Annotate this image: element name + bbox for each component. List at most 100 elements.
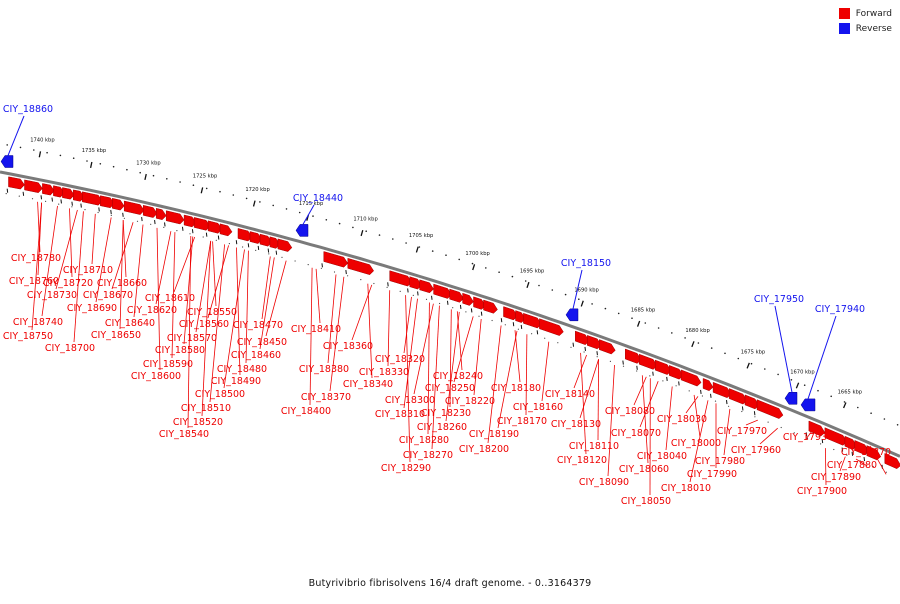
- track-dot: [373, 283, 374, 284]
- forward-gene-label: CIY_18740: [13, 317, 63, 328]
- forward-gene-label: CIY_18220: [445, 396, 495, 407]
- forward-gene-leader: [414, 304, 433, 394]
- forward-gene-label: CIY_18450: [237, 337, 287, 348]
- forward-gene-label: CIY_18600: [131, 371, 181, 382]
- track-dot: [645, 322, 647, 324]
- axis-tick-label: 1740 kbp: [30, 138, 55, 144]
- axis-tick: [747, 363, 749, 369]
- track-dot: [360, 279, 361, 280]
- track-dot: [584, 351, 585, 352]
- reverse-gene-leader: [8, 116, 24, 156]
- reverse-gene: CIY_18860: [1, 104, 53, 168]
- track-dot: [33, 149, 35, 151]
- gene-tick-mark: [585, 347, 586, 351]
- track-dot: [445, 254, 447, 256]
- legend-forward-label: Forward: [856, 9, 892, 19]
- gene-tick-mark: [408, 288, 409, 292]
- gene-tick-mark: [155, 220, 156, 224]
- forward-gene-label: CIY_18010: [661, 483, 711, 494]
- forward-gene-label: CIY_17970: [717, 426, 767, 437]
- track-dot: [538, 285, 540, 287]
- track-dot: [804, 384, 806, 386]
- track-dot: [458, 259, 460, 261]
- track-dot: [544, 338, 545, 339]
- gene-tick-mark: [72, 202, 73, 206]
- forward-gene-label: CIY_18720: [43, 278, 93, 289]
- gene-tick-mark: [726, 400, 727, 404]
- track-dot: [610, 361, 611, 362]
- gene-tick-mark: [513, 322, 514, 326]
- track-dot: [465, 311, 466, 312]
- track-dot: [352, 227, 354, 229]
- track-dot: [60, 155, 62, 157]
- forward-gene-leader: [260, 257, 274, 349]
- track-dot: [591, 303, 593, 305]
- forward-gene-label: CIY_18070: [611, 428, 661, 439]
- track-dot: [857, 407, 859, 409]
- track-dot: [272, 205, 274, 207]
- forward-gene-label: CIY_18550: [187, 307, 237, 318]
- forward-gene-label: CIY_18190: [469, 429, 519, 440]
- forward-gene-leader: [316, 269, 320, 323]
- track-dot: [126, 169, 128, 171]
- forward-gene-label: CIY_18370: [301, 392, 351, 403]
- reverse-swatch: [839, 23, 850, 34]
- gene-tick-mark: [537, 330, 538, 334]
- strand-legend: Forward Reverse: [839, 8, 892, 38]
- track-dot: [623, 366, 624, 367]
- axis-tick-label: 1685 kbp: [631, 308, 656, 314]
- track-dot: [557, 342, 558, 343]
- track-dot: [658, 327, 660, 329]
- track-dot: [884, 418, 886, 420]
- forward-gene-label: CIY_17880: [827, 460, 877, 471]
- track-dot: [728, 406, 729, 407]
- track-dot: [764, 368, 766, 370]
- forward-gene-leader: [634, 377, 646, 405]
- gene-tick-mark: [111, 210, 112, 214]
- axis-tick-label: 1730 kbp: [136, 160, 161, 166]
- gene-tick-mark: [653, 372, 654, 376]
- forward-gene-label: CIY_18090: [579, 477, 629, 488]
- forward-gene-label: CIY_18270: [403, 450, 453, 461]
- forward-gene-leader: [608, 365, 615, 476]
- track-dot: [754, 416, 755, 417]
- track-dot: [405, 242, 407, 244]
- forward-gene-label: CIY_18650: [91, 330, 141, 341]
- forward-gene-label: CIY_18330: [359, 367, 409, 378]
- forward-gene-label: CIY_18380: [299, 364, 349, 375]
- forward-gene-label: CIY_18700: [45, 343, 95, 354]
- forward-gene-leader: [310, 268, 312, 405]
- track-dot: [649, 375, 650, 376]
- forward-gene-label: CIY_18360: [323, 341, 373, 352]
- gene-tick-mark: [99, 207, 100, 211]
- gene-tick-mark: [521, 325, 522, 329]
- track-dot: [631, 317, 633, 319]
- track-dot: [153, 175, 155, 177]
- forward-gene-label: CIY_18660: [97, 278, 147, 289]
- forward-gene-label: CIY_17980: [695, 456, 745, 467]
- forward-gene-label: CIY_18310: [375, 409, 425, 420]
- track-dot: [419, 246, 421, 248]
- forward-gene-label: CIY_18260: [417, 422, 467, 433]
- forward-gene-leader: [404, 297, 412, 353]
- track-dot: [19, 196, 20, 197]
- gene-tick-mark: [501, 318, 502, 322]
- track-dot: [768, 422, 769, 423]
- track-dot: [485, 267, 487, 269]
- forward-gene-label: CIY_18470: [233, 320, 283, 331]
- track-dot: [472, 263, 474, 265]
- forward-gene-arrow: [463, 293, 474, 305]
- forward-gene-label: CIY_18410: [291, 324, 341, 335]
- forward-gene-label: CIY_18400: [281, 406, 331, 417]
- gene-tick-mark: [218, 236, 219, 240]
- forward-gene-label: CIY_18160: [513, 402, 563, 413]
- track-dot: [698, 342, 700, 344]
- gene-tick-mark: [192, 229, 193, 233]
- forward-gene-label: CIY_18040: [637, 451, 687, 462]
- gene-tick-mark: [52, 198, 53, 202]
- forward-gene-label: CIY_17960: [731, 445, 781, 456]
- axis-tick-label: 1680 kbp: [685, 328, 710, 334]
- gene-tick-mark: [432, 296, 433, 300]
